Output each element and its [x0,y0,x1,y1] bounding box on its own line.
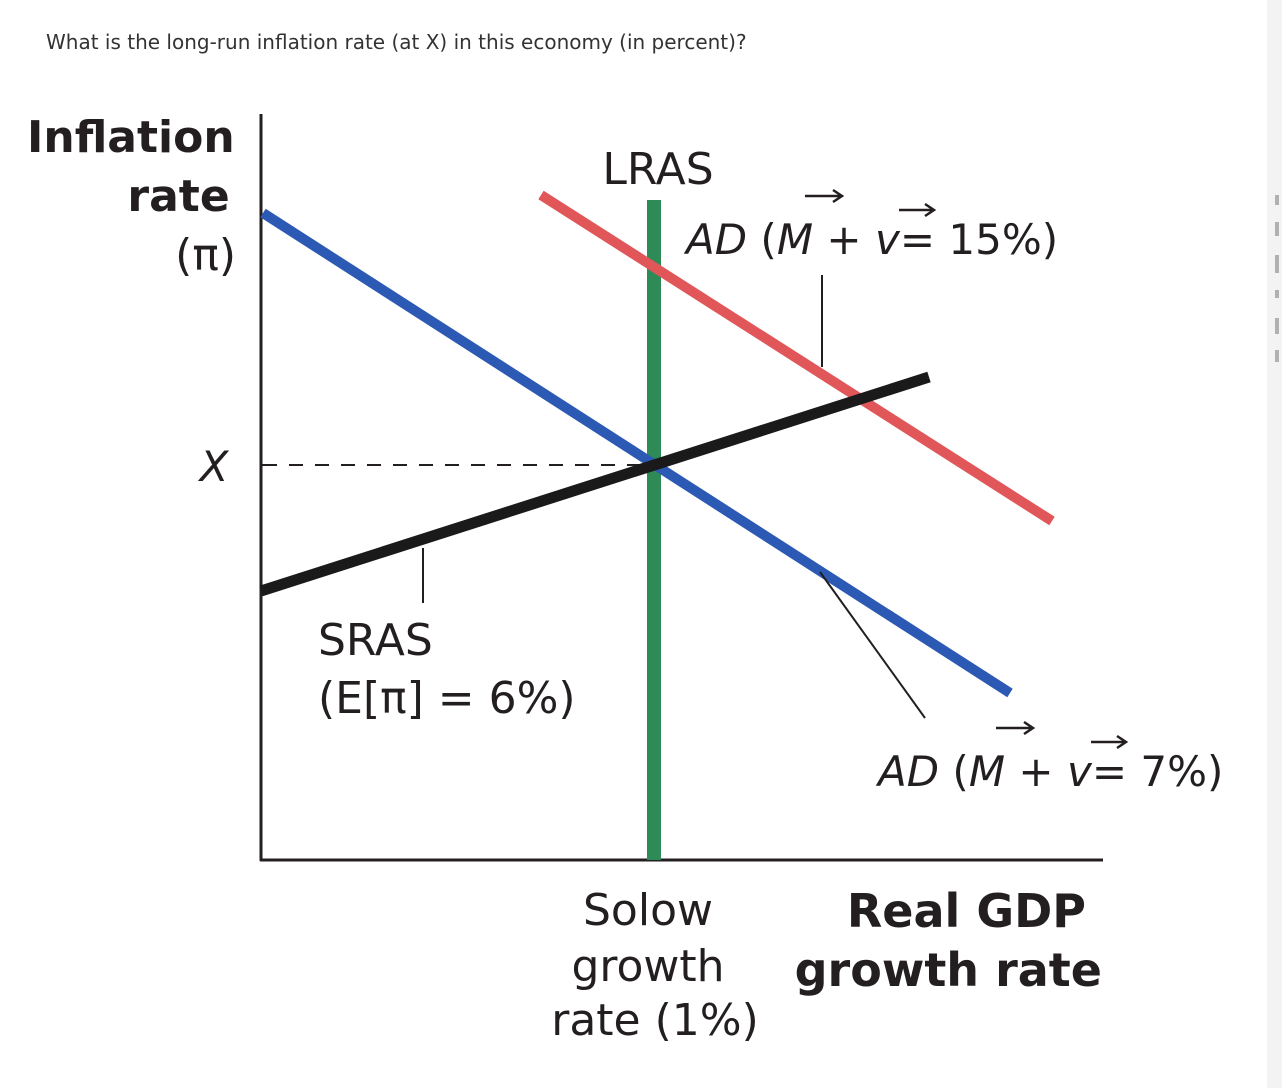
sras-line [259,371,931,597]
v-vector-arrow-icon [899,202,937,218]
question-text: What is the long-run inflation rate (at … [46,30,747,54]
ad-high-vector-arrows [805,188,937,218]
ad-low-line [260,208,1013,698]
x-tick-label-line-1: Solow [583,885,713,936]
ad-low-label-open: ( [939,747,969,796]
y-tick-label-x: X [198,442,230,491]
ad-low-vector-arrows [996,720,1129,750]
ad-high-label: AD (M + v= 15%) [683,215,1058,264]
y-axis-label: Inflation rate (π) [27,112,250,281]
x-tick-label-solow: Solow growth rate (1%) [551,885,759,1046]
ad-low-leader-line [819,571,926,719]
ad-low-label-plus: + [1005,747,1067,796]
sras-label: SRAS (E[π] = 6%) [318,615,576,724]
x-axis-label: Real GDP growth rate [795,884,1102,997]
lras-label: LRAS [602,144,713,195]
ad-high-label-open: ( [747,215,777,264]
ad-low-label: AD (M + v= 7%) [875,747,1223,796]
m-vector-arrow-icon [996,720,1036,736]
ad-high-line [538,190,1055,526]
sras-label-line-1: SRAS [318,615,433,666]
v-vector-arrow-icon [1091,734,1129,750]
y-axis-label-line-1: Inflation [27,112,235,163]
x-axis-label-line-1: Real GDP [847,884,1086,938]
ad-low-label-v: v [1067,747,1093,796]
m-vector-arrow-icon [805,188,845,204]
sras-label-line-2: (E[π] = 6%) [318,673,576,724]
ad-low-label-ad: AD [875,747,939,796]
ad-high-label-rest: = 15%) [900,215,1058,264]
ad-high-label-m: M [777,215,813,264]
ad-high-label-ad: AD [683,215,747,264]
x-tick-label-line-3: rate (1%) [551,995,759,1046]
ad-high-label-plus: + [813,215,875,264]
y-axis-label-line-3: (π) [175,230,236,281]
ad-low-label-rest: = 7%) [1092,747,1224,796]
clipped-edge-marks [1275,195,1279,362]
ad-high-label-v: v [875,215,901,264]
y-axis-label-line-2: rate [127,171,229,222]
ad-low-label-m: M [969,747,1005,796]
x-tick-label-line-2: growth [571,941,724,992]
x-axis-label-line-2: growth rate [795,943,1102,997]
